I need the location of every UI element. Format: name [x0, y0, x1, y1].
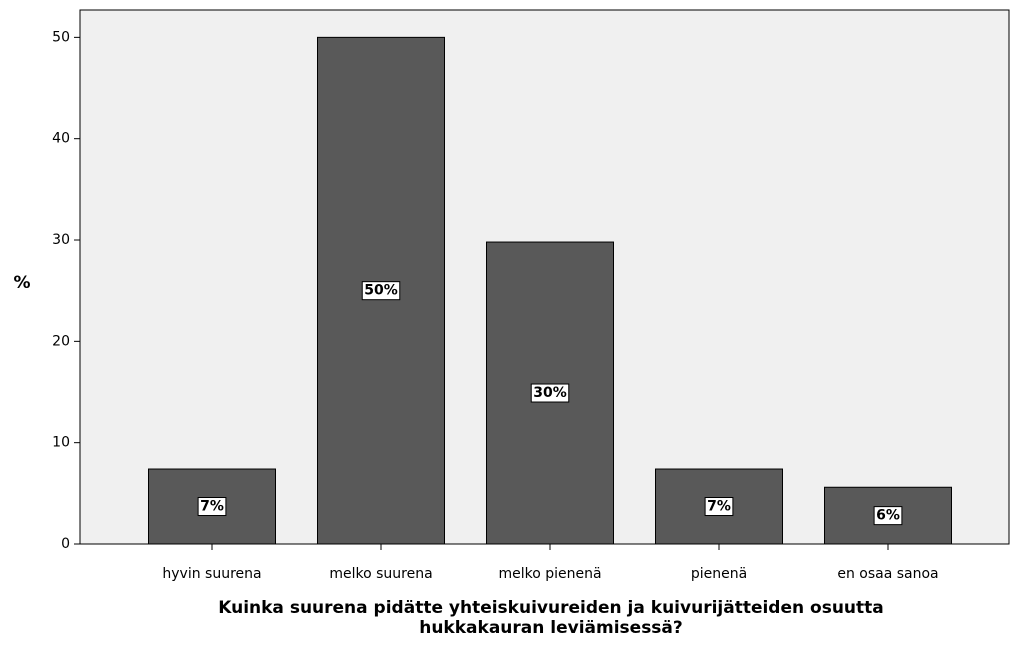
- y-axis-title: %: [13, 273, 30, 293]
- y-tick-label: 50: [52, 29, 70, 45]
- data-label-box: [530, 383, 570, 403]
- x-axis-title: Kuinka suurena pidätte yhteiskuivureiden…: [218, 598, 884, 618]
- data-label: 7%: [707, 499, 731, 515]
- x-axis-title: hukkakauran leviämisessä?: [419, 618, 683, 638]
- y-tick-label: 40: [52, 131, 70, 147]
- y-tick-label: 30: [52, 232, 70, 248]
- x-tick-label: pienenä: [691, 566, 747, 582]
- x-tick-label: hyvin suurena: [162, 566, 261, 582]
- x-tick-label: melko suurena: [329, 566, 432, 582]
- data-label: 7%: [200, 499, 224, 515]
- data-label: 6%: [876, 508, 900, 524]
- x-tick-label: melko pienenä: [498, 566, 601, 582]
- data-label-box: [361, 281, 401, 301]
- x-tick-label: en osaa sanoa: [837, 566, 938, 582]
- data-label: 30%: [533, 385, 567, 401]
- y-tick-label: 10: [52, 435, 70, 451]
- data-label-box: [197, 497, 227, 517]
- data-label: 50%: [364, 283, 398, 299]
- y-tick-label: 0: [61, 536, 70, 552]
- data-label-box: [873, 506, 903, 526]
- data-label-box: [704, 497, 734, 517]
- y-tick-label: 20: [52, 333, 70, 349]
